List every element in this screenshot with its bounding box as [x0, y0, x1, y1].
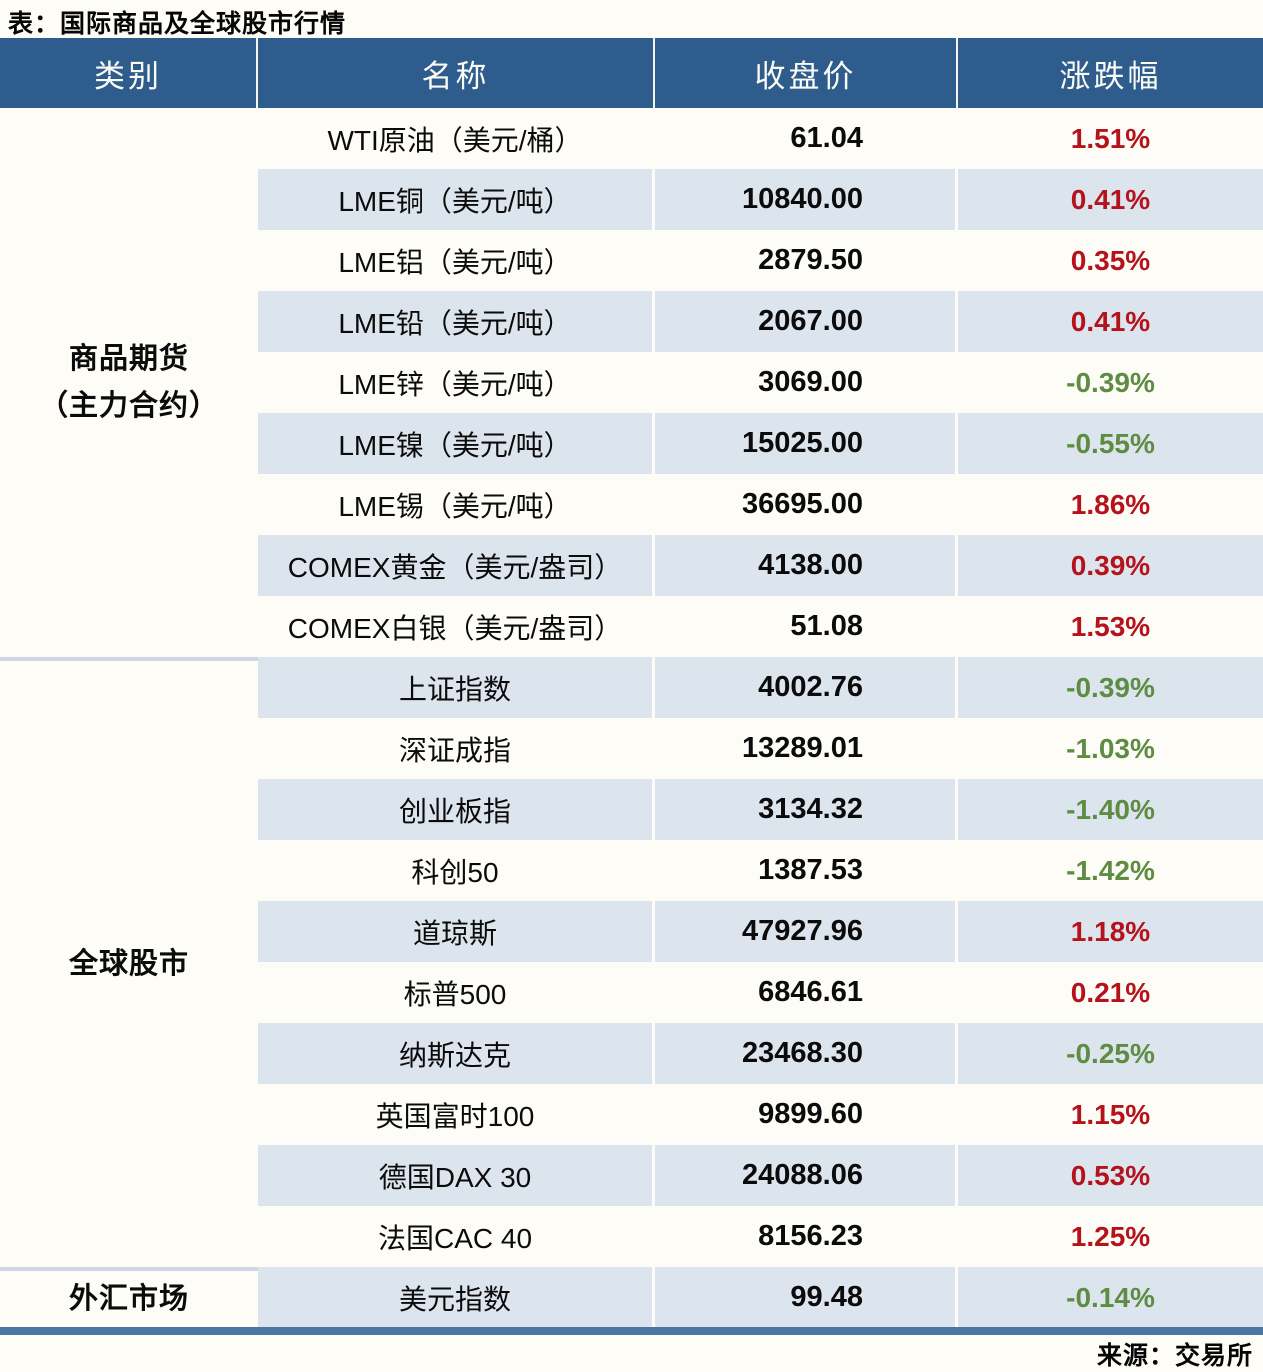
close-price-cell: 24088.06 [655, 1145, 958, 1206]
close-price-cell: 36695.00 [655, 474, 958, 535]
category-cell: 商品期货 （主力合约） [0, 108, 258, 657]
change-pct-cell: -1.40% [958, 779, 1263, 840]
change-pct-cell: 1.15% [1070, 1098, 1151, 1130]
change-pct-cell: -0.55% [958, 413, 1263, 474]
change-pct-cell: -1.03% [1066, 732, 1155, 764]
change-pct-cell: 0.35% [1070, 244, 1151, 276]
close-price-cell: 2879.50 [655, 230, 958, 291]
instrument-name-cell: WTI原油（美元/桶） [258, 108, 655, 169]
instrument-name-cell: COMEX白银（美元/盎司） [258, 596, 655, 657]
close-price-cell: 15025.00 [655, 413, 958, 474]
close-price-cell: 23468.30 [655, 1023, 958, 1084]
instrument-name-cell: 德国DAX 30 [258, 1145, 655, 1206]
market-table: 类别 名称 收盘价 涨跌幅 商品期货 （主力合约） WTI原油（美元/桶） 61.04… [0, 38, 1263, 1328]
close-price-cell: 61.04 [655, 108, 958, 169]
close-price-cell: 6846.61 [655, 962, 958, 1023]
change-pct-cell: 1.53% [1070, 610, 1151, 642]
close-price-cell: 9899.60 [655, 1084, 958, 1145]
close-price-cell: 3069.00 [655, 352, 958, 413]
category-label: 商品期货 [68, 343, 189, 376]
close-price-cell: 1387.53 [655, 840, 958, 901]
category-label: 外汇市场 [68, 1283, 189, 1316]
change-pct-cell: 1.51% [1070, 122, 1151, 154]
change-pct-cell: 1.18% [958, 901, 1263, 962]
change-pct-cell: 0.53% [958, 1145, 1263, 1206]
change-pct-cell: -0.14% [958, 1267, 1263, 1328]
source-note: 来源：交易所 [1096, 1342, 1253, 1370]
close-price-cell: 4002.76 [655, 657, 958, 718]
close-price-cell: 4138.00 [655, 535, 958, 596]
instrument-name-cell: LME锡（美元/吨） [258, 474, 655, 535]
close-price-cell: 3134.32 [655, 779, 958, 840]
close-price-cell: 2067.00 [655, 291, 958, 352]
close-price-cell: 47927.96 [655, 901, 958, 962]
instrument-name-cell: 英国富时100 [258, 1084, 655, 1145]
instrument-name-cell: 创业板指 [258, 779, 655, 840]
change-pct-cell: -0.39% [958, 657, 1263, 718]
close-price-cell: 13289.01 [655, 718, 958, 779]
change-pct-cell: 0.41% [958, 291, 1263, 352]
category-cell: 外汇市场 [0, 1267, 258, 1328]
instrument-name-cell: LME镍（美元/吨） [258, 413, 655, 474]
header-close-price: 收盘价 [655, 38, 958, 108]
close-price-cell: 99.48 [655, 1267, 958, 1328]
instrument-name-cell: LME铝（美元/吨） [258, 230, 655, 291]
header-change-pct: 涨跌幅 [958, 38, 1263, 108]
instrument-name-cell: LME铅（美元/吨） [258, 291, 655, 352]
instrument-name-cell: COMEX黄金（美元/盎司） [258, 535, 655, 596]
instrument-name-cell: LME锌（美元/吨） [258, 352, 655, 413]
table-bottom-rule [0, 1327, 1263, 1335]
instrument-name-cell: 科创50 [258, 840, 655, 901]
close-price-cell: 51.08 [655, 596, 958, 657]
category-label: 全球股市 [68, 947, 189, 980]
change-pct-cell: 0.41% [958, 169, 1263, 230]
instrument-name-cell: 标普500 [258, 962, 655, 1023]
table-title: 表：国际商品及全球股市行情 [8, 10, 347, 38]
change-pct-cell: 1.86% [1070, 488, 1151, 520]
change-pct-cell: 0.21% [1070, 976, 1151, 1008]
instrument-name-cell: 上证指数 [258, 657, 655, 718]
instrument-name-cell: 法国CAC 40 [258, 1206, 655, 1267]
change-pct-cell: -0.25% [958, 1023, 1263, 1084]
close-price-cell: 10840.00 [655, 169, 958, 230]
category-label: （主力合约） [38, 389, 219, 422]
header-category: 类别 [0, 38, 258, 108]
instrument-name-cell: 深证成指 [258, 718, 655, 779]
instrument-name-cell: 美元指数 [258, 1267, 655, 1328]
category-cell: 全球股市 [0, 657, 258, 1267]
header-name: 名称 [258, 38, 655, 108]
instrument-name-cell: 纳斯达克 [258, 1023, 655, 1084]
instrument-name-cell: LME铜（美元/吨） [258, 169, 655, 230]
change-pct-cell: -1.42% [1066, 854, 1155, 886]
instrument-name-cell: 道琼斯 [258, 901, 655, 962]
change-pct-cell: -0.39% [1066, 366, 1155, 398]
close-price-cell: 8156.23 [655, 1206, 958, 1267]
change-pct-cell: 0.39% [958, 535, 1263, 596]
change-pct-cell: 1.25% [1070, 1220, 1151, 1252]
